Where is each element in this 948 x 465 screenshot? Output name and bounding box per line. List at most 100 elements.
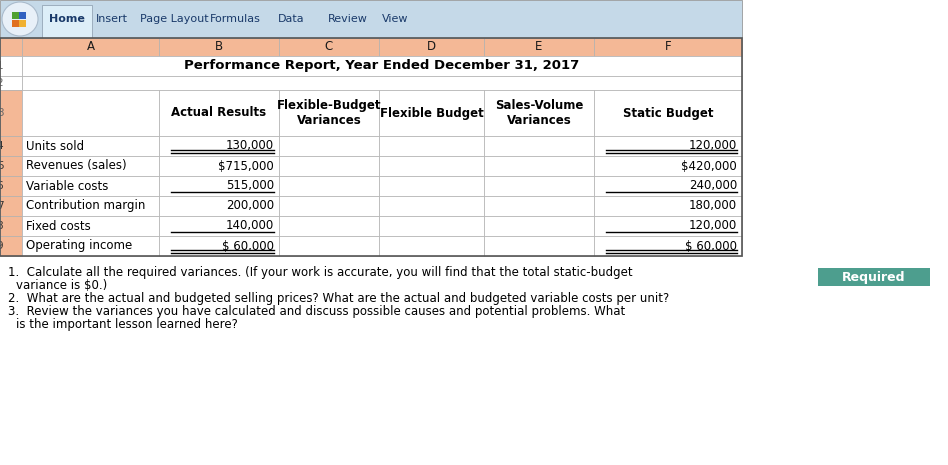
Bar [279,38,379,56]
Bar [594,176,742,196]
Bar [0,56,22,76]
Text: 1.  Calculate all the required variances. (If your work is accurate, you will fi: 1. Calculate all the required variances.… [8,266,632,279]
Text: $420,000: $420,000 [682,159,737,173]
Bar [22,38,159,56]
Text: E: E [536,40,542,53]
Bar [484,236,594,256]
Text: Required: Required [842,271,905,284]
Text: 4: 4 [0,141,3,151]
Text: Contribution margin: Contribution margin [26,199,145,213]
Bar [379,156,484,176]
Text: A: A [86,40,95,53]
Bar [22,216,159,236]
Text: 9: 9 [0,241,3,251]
Ellipse shape [2,2,38,36]
Text: 140,000: 140,000 [226,219,274,232]
Bar [42,5,92,38]
Text: 200,000: 200,000 [226,199,274,213]
Text: 130,000: 130,000 [226,140,274,153]
Bar [22,156,159,176]
Bar [159,216,279,236]
Text: 120,000: 120,000 [689,219,737,232]
Text: Formulas: Formulas [210,14,261,24]
Bar [0,156,22,176]
Text: Insert: Insert [96,14,128,24]
Text: Data: Data [278,14,304,24]
Text: Variable costs: Variable costs [26,179,108,193]
Bar [594,38,742,56]
Bar [0,76,22,90]
Bar [279,196,379,216]
Text: Performance Report, Year Ended December 31, 2017: Performance Report, Year Ended December … [184,60,579,73]
Text: Review: Review [328,14,368,24]
Text: Fixed costs: Fixed costs [26,219,91,232]
Bar [20,20,27,27]
Bar [379,176,484,196]
Text: $ 60,000: $ 60,000 [685,239,737,252]
Bar [379,90,484,136]
Text: Units sold: Units sold [26,140,84,153]
Text: View: View [382,14,409,24]
Bar [594,216,742,236]
Bar [379,196,484,216]
Bar [279,156,379,176]
Bar [379,236,484,256]
Text: Static Budget: Static Budget [623,106,713,120]
Text: Flexible Budget: Flexible Budget [379,106,483,120]
Bar [22,196,159,216]
Bar [484,90,594,136]
Bar [279,216,379,236]
Bar [159,196,279,216]
Text: Operating income: Operating income [26,239,133,252]
Bar [484,38,594,56]
Text: Revenues (sales): Revenues (sales) [26,159,127,173]
Bar [279,176,379,196]
Bar [12,13,19,20]
Text: 3.  Review the variances you have calculated and discuss possible causes and pot: 3. Review the variances you have calcula… [8,305,626,318]
Text: 5: 5 [0,161,3,171]
Bar [0,90,22,136]
Bar [22,176,159,196]
Bar [0,38,742,256]
Text: Home: Home [49,14,85,24]
Bar [484,196,594,216]
Text: 515,000: 515,000 [226,179,274,193]
Text: D: D [427,40,436,53]
Bar [0,236,22,256]
Bar [594,196,742,216]
Text: Page Layout: Page Layout [140,14,209,24]
Text: $715,000: $715,000 [218,159,274,173]
Text: 6: 6 [0,181,3,191]
Bar [159,38,279,56]
Bar [594,136,742,156]
Bar [0,136,22,156]
Bar [20,13,27,20]
Bar [0,38,22,56]
Bar [0,196,22,216]
Text: B: B [215,40,223,53]
Text: 2: 2 [0,78,3,88]
Bar [594,156,742,176]
Bar [159,90,279,136]
Bar [22,236,159,256]
Bar [22,56,742,76]
Bar [279,136,379,156]
Text: 7: 7 [0,201,3,211]
Text: Flexible-Budget
Variances: Flexible-Budget Variances [277,99,381,127]
Bar [484,156,594,176]
Bar [279,90,379,136]
Bar [12,20,19,27]
Bar [379,136,484,156]
Bar [594,236,742,256]
Bar [484,136,594,156]
Bar [159,156,279,176]
Bar [484,176,594,196]
Text: 120,000: 120,000 [689,140,737,153]
Bar [0,216,22,236]
Bar [379,216,484,236]
Bar [159,236,279,256]
Bar [22,90,159,136]
Text: $ 60,000: $ 60,000 [222,239,274,252]
Text: C: C [325,40,333,53]
Bar [0,0,742,38]
